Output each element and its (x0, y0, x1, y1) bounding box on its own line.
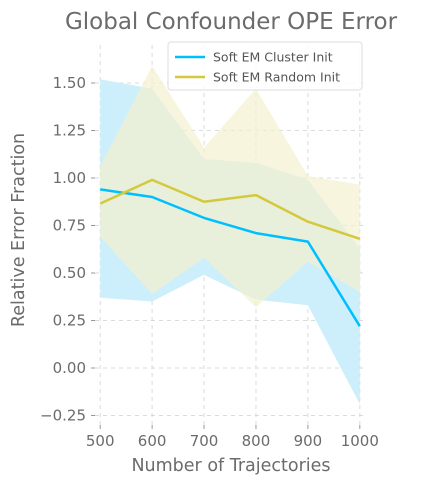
series-band-2 (100, 65, 360, 308)
y-tick-label: 0.25 (53, 312, 86, 330)
y-tick-label: 1.00 (53, 169, 86, 187)
series-lines (99, 178, 361, 327)
x-axis-label: Number of Trajectories (131, 456, 330, 476)
confidence-bands (100, 65, 360, 405)
x-tick-label: 1000 (341, 432, 379, 450)
y-tick-label: −0.25 (40, 407, 86, 425)
y-tick-label: 1.25 (53, 122, 86, 140)
y-tick-label: 0.00 (53, 359, 86, 377)
legend-label-1: Soft EM Cluster Init (213, 50, 333, 65)
y-tick-label: 0.50 (53, 264, 86, 282)
x-axis-ticks: 500 600 700 800 900 1000 (86, 425, 379, 450)
x-tick-label: 500 (86, 432, 115, 450)
y-axis-label: Relative Error Fraction (9, 133, 29, 327)
x-tick-label: 700 (190, 432, 219, 450)
x-tick-label: 800 (242, 432, 271, 450)
series-line-1 (100, 188, 361, 327)
x-tick-label: 600 (138, 432, 167, 450)
legend-box (167, 41, 363, 91)
x-tick-label: 900 (294, 432, 323, 450)
y-tick-label: 0.75 (53, 217, 86, 235)
y-tick-label: 1.50 (53, 74, 86, 92)
legend: Soft EM Cluster Init Soft EM Random Init (167, 41, 363, 91)
legend-label-2: Soft EM Random Init (213, 70, 340, 85)
y-axis-ticks: −0.25 0.00 0.25 0.50 0.75 1.00 1.25 1.50 (40, 74, 95, 425)
series-line-2 (99, 178, 361, 240)
chart-title: Global Confounder OPE Error (65, 9, 398, 35)
